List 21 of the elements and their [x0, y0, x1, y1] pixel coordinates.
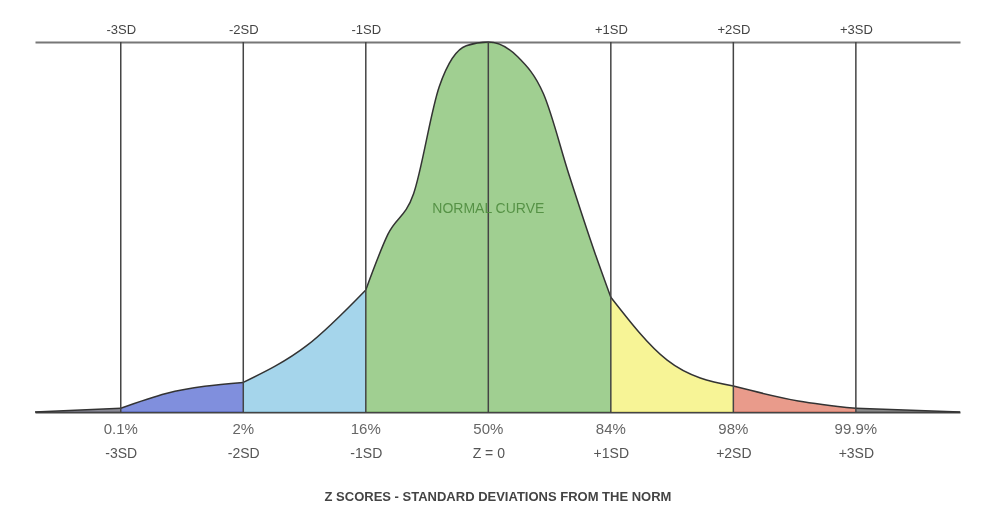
annotation: 16% — [350, 420, 381, 437]
x2-tick-label: -2SD — [228, 21, 259, 37]
x2-tick-label: +3SD — [839, 21, 873, 37]
annotation: 50% — [473, 420, 504, 437]
annotation: 2% — [232, 420, 255, 437]
x-tick-label: -1SD — [350, 444, 383, 461]
annotation: 84% — [595, 420, 626, 437]
x-tick-label: +2SD — [716, 444, 752, 461]
x-tick-label: +1SD — [593, 444, 630, 461]
x2-tick-label: -3SD — [106, 21, 137, 37]
x2-tick-label: +1SD — [594, 21, 628, 37]
x2-tick-label: +2SD — [717, 21, 751, 37]
x-axis-title: Z SCORES - STANDARD DEVIATIONS FROM THE NORM — [324, 488, 672, 504]
annotation: 0.1% — [103, 420, 138, 437]
x-tick-label: Z = 0 — [472, 444, 506, 461]
annotation: 99.9% — [834, 420, 878, 437]
x-tick-label: -3SD — [105, 444, 138, 461]
annotation: 98% — [718, 420, 749, 437]
x-tick-label: -2SD — [227, 444, 260, 461]
x2-tick-label: -1SD — [351, 21, 382, 37]
x-tick-label: +3SD — [838, 444, 875, 461]
